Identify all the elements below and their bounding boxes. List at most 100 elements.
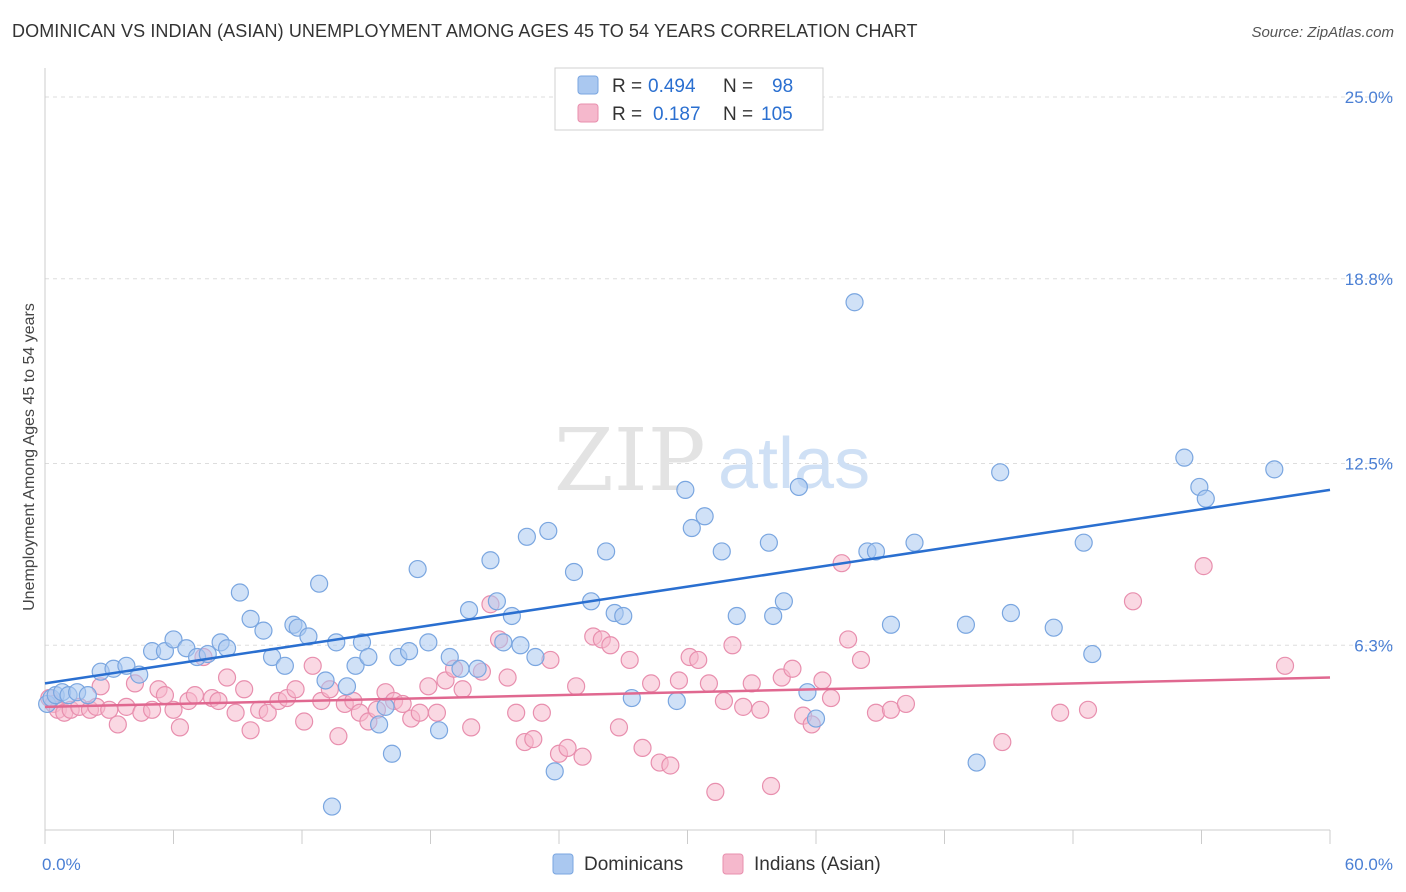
indians-asian-legend-label: Indians (Asian) [754, 854, 881, 875]
indians-asian-point [217, 668, 237, 687]
dominicans-point [468, 659, 487, 678]
indians-asian-point [633, 738, 652, 758]
dominicans-point [429, 721, 449, 740]
indians-asian-point [609, 718, 629, 737]
dominicans-point [905, 533, 924, 552]
dominicans-point [254, 621, 273, 640]
dominicans-point [759, 533, 778, 552]
indians-asian-point [821, 688, 841, 708]
source-label: Source: ZipAtlas.com [1251, 24, 1394, 41]
dominicans-point [487, 592, 506, 611]
dominicans-point [881, 615, 901, 634]
dominicans-point [419, 633, 438, 652]
dominicans-point [564, 562, 584, 582]
dominicans-point [359, 647, 378, 667]
dominicans-point [230, 583, 249, 602]
dominicans-point [241, 609, 260, 628]
dominicans-trend-line [44, 488, 1331, 685]
indians-asian-point [699, 674, 719, 693]
trend-lines [44, 488, 1331, 709]
dominicans-point [789, 477, 808, 497]
tick-labels: 6.3% 12.5% 18.8% 25.0% 0.0% 60.0% [42, 88, 1393, 874]
dominicans-point [494, 633, 513, 652]
x-tick-label: 60.0% [1345, 855, 1393, 874]
legend-r-value: 0.494 [648, 76, 696, 97]
indians-asian-point [751, 700, 770, 719]
dominicans-point [774, 592, 793, 611]
dominicans-point [1001, 603, 1020, 623]
indians-asian-point [714, 691, 734, 711]
indians-asian-point [1123, 592, 1143, 611]
dominicans-point [316, 671, 335, 690]
legend-r-label: R = [612, 76, 642, 97]
indians-asian-point [669, 671, 689, 690]
dominicans-point [1083, 644, 1102, 664]
dominicans-point [1175, 448, 1194, 467]
indians-asian-point [993, 732, 1012, 752]
dominicans-point [322, 797, 342, 816]
indians-asian-swatch [577, 103, 599, 123]
dominicans-point [440, 647, 459, 667]
indians-asian-point [185, 686, 205, 705]
indians-asian-point [706, 782, 725, 801]
dominicans-point [164, 630, 183, 649]
dominicans-point [866, 542, 886, 561]
indians-asian-point [209, 691, 228, 711]
dominicans-point [399, 642, 419, 661]
dominicans-point [695, 507, 714, 526]
dominicans-point [1074, 533, 1093, 552]
indians-asian-point [507, 703, 526, 722]
indians-asian-point [241, 721, 260, 740]
dominicans-point [78, 686, 97, 705]
legend-n-value: 105 [761, 104, 793, 125]
indians-asian-points [40, 554, 1295, 801]
indians-asian-point [783, 659, 802, 678]
dominicans-point [682, 518, 701, 538]
dominicans-point [614, 606, 633, 626]
indians-asian-point [866, 703, 886, 722]
dominicans-legend-label: Dominicans [584, 854, 683, 875]
indians-asian-point [453, 680, 472, 699]
dominicans-point [727, 606, 746, 626]
dominicans-points [38, 293, 1284, 816]
indians-asian-point [235, 680, 254, 699]
indians-asian-point [641, 674, 661, 693]
legend-n-label: N = [723, 104, 753, 125]
indians-asian-point [541, 650, 560, 670]
indians-asian-point [295, 712, 314, 731]
dominicans-point [376, 697, 395, 716]
dominicans-point [408, 559, 427, 579]
indians-asian-point [1051, 703, 1070, 722]
dominicans-point [967, 753, 986, 772]
dominicans-point [346, 656, 365, 675]
dominicans-point [1196, 489, 1215, 508]
dominicans-point [764, 606, 783, 626]
dominicans-point [517, 527, 536, 546]
legend-r-value: 0.187 [653, 104, 701, 125]
dominicans-point [712, 542, 731, 561]
legend-r-label: R = [612, 104, 642, 125]
x-tick-label: 0.0% [42, 855, 81, 874]
y-tick-label: 18.8% [1345, 270, 1393, 289]
dominicans-point [459, 600, 479, 620]
indians-asian-point [329, 727, 348, 746]
indians-asian-point [258, 703, 277, 722]
indians-asian-point [851, 650, 871, 670]
watermark: ZIP atlas [554, 411, 870, 511]
series-legend: Dominicans Indians (Asian) [552, 853, 881, 875]
dominicans-point [667, 691, 686, 711]
indians-asian-point [896, 694, 916, 714]
indians-asian-point [567, 677, 586, 696]
dominicans-point [545, 762, 564, 781]
indians-asian-point [723, 636, 742, 655]
legend-n-value: 98 [772, 76, 793, 97]
dominicans-point [382, 744, 402, 763]
dominicans-point [275, 656, 294, 675]
dominicans-swatch [577, 75, 599, 95]
indians-asian-point [170, 718, 190, 737]
y-tick-label: 6.3% [1354, 636, 1393, 655]
dominicans-point [526, 647, 545, 667]
indians-asian-point [303, 656, 322, 675]
indians-asian-point [1194, 557, 1213, 576]
gridlines [45, 96, 1395, 646]
